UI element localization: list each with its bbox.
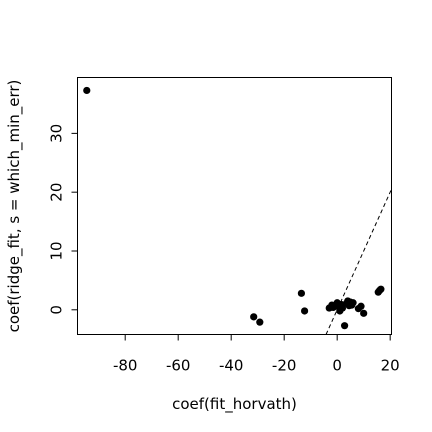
plot-frame	[77, 77, 392, 335]
data-point	[360, 309, 368, 317]
y-tick-label: 10	[48, 241, 66, 260]
data-point	[250, 313, 258, 321]
x-axis-title: coef(fit_horvath)	[172, 395, 297, 414]
data-point	[297, 289, 306, 297]
axes-layer: -80 -60 -40 -20 0 20 0 10 20 30	[48, 77, 400, 375]
x-tick-label: 20	[381, 357, 400, 375]
data-point	[300, 307, 309, 315]
x-tick-label: -60	[166, 357, 191, 375]
data-point	[349, 299, 357, 307]
points-layer	[83, 86, 385, 330]
x-tick-label: -80	[113, 357, 138, 375]
x-tick-label: -40	[219, 357, 244, 375]
reference-line	[325, 189, 392, 335]
data-point	[338, 304, 347, 312]
data-point	[340, 322, 349, 330]
x-tick-label: -20	[272, 357, 297, 375]
data-point	[377, 285, 385, 293]
y-tick-label: 30	[48, 124, 66, 143]
data-point	[256, 318, 264, 326]
reference-line-layer	[325, 189, 392, 335]
data-point	[357, 302, 365, 310]
x-tick-label: 0	[332, 357, 342, 375]
y-axis-title: coef(ridge_fit, s = which_min_err)	[5, 80, 24, 333]
data-point	[329, 303, 337, 312]
y-tick-label: 0	[48, 305, 66, 315]
y-tick-label: 20	[48, 183, 66, 202]
data-point	[83, 86, 91, 95]
